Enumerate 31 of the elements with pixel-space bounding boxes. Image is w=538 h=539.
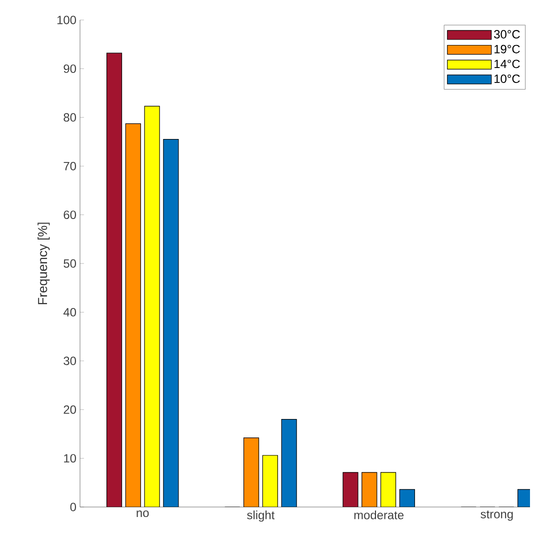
y-axis-title: Frequency [%] <box>38 222 50 304</box>
legend-label: 30°C <box>494 30 520 38</box>
y-tick-label: 10 <box>64 454 76 463</box>
bar <box>106 52 122 507</box>
y-tick-label: 40 <box>63 308 76 316</box>
bar <box>243 438 260 507</box>
bar <box>281 419 297 507</box>
x-tick-label: no <box>136 510 149 518</box>
x-tick-label: slight <box>247 510 275 522</box>
bar <box>262 455 278 507</box>
legend-label: 10°C <box>494 74 520 83</box>
x-tick-label: strong <box>480 510 513 521</box>
y-tick-label: 70 <box>64 162 76 170</box>
y-tick-label: 30 <box>64 356 76 366</box>
y-tick-label: 60 <box>64 210 76 220</box>
y-tick-label: 0 <box>70 502 76 512</box>
y-tick-label: 50 <box>64 259 76 268</box>
bar <box>163 139 179 507</box>
y-tick-label: 90 <box>64 64 76 73</box>
y-tick-label: 100 <box>57 16 76 24</box>
y-tick-label: 20 <box>64 405 76 414</box>
x-tick-label: moderate <box>354 510 404 520</box>
bar <box>362 472 378 507</box>
bar <box>125 123 141 507</box>
bar <box>380 472 396 507</box>
legend-label: 19°C <box>494 44 520 54</box>
bar <box>342 472 358 507</box>
y-tick-label: 80 <box>64 113 76 122</box>
bar <box>399 489 415 507</box>
legend-label: 14°C <box>494 60 520 68</box>
bar <box>144 106 160 507</box>
